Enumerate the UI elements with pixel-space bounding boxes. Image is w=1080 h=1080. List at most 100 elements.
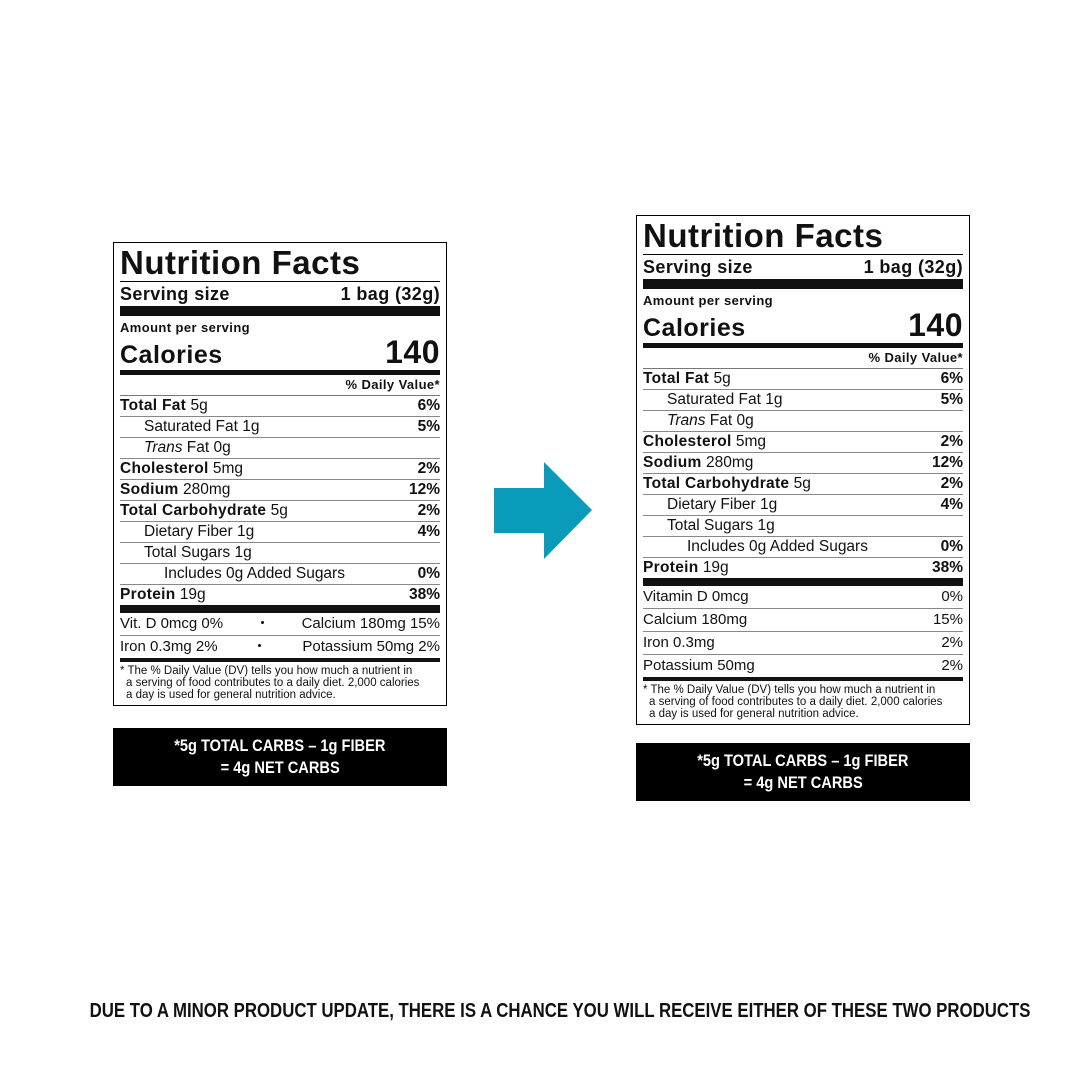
daily-value: 38% (408, 586, 440, 603)
nutrient-name: Fat 0g (186, 439, 231, 456)
micronutrient-dv: 0% (941, 588, 963, 605)
nutrient-name: Saturated Fat 1g (667, 391, 783, 408)
nutrient-row: Trans Fat 0g (120, 437, 440, 458)
nutrient-row: Trans Fat 0g (643, 410, 963, 431)
daily-value: 12% (931, 454, 963, 471)
nutrient-name-group: Cholesterol 5mg (120, 459, 243, 479)
nutrient-name-group: Cholesterol 5mg (643, 432, 766, 452)
nutrient-name: Total Fat (120, 397, 187, 414)
daily-value: 12% (408, 481, 440, 498)
nutrient-name-group: Dietary Fiber 1g (120, 522, 254, 542)
footnote-line: a serving of food contributes to a daily… (649, 696, 943, 708)
nutrient-name: Sodium (120, 481, 179, 498)
nutrient-amount: 5mg (735, 433, 767, 450)
nutrient-name: Saturated Fat 1g (144, 418, 260, 435)
net-carbs-callout: *5g TOTAL CARBS – 1g FIBER = 4g NET CARBS (113, 728, 447, 786)
daily-value: 4% (940, 496, 963, 513)
micronutrient-dv: 15% (932, 611, 963, 628)
nutrient-name-group: Total Sugars 1g (643, 516, 775, 536)
nutrient-row: Total Carbohydrate 5g 2% (120, 500, 440, 521)
nutrient-name: Fat 0g (709, 412, 754, 429)
nutrient-amount: 5g (793, 475, 811, 492)
amount-per-serving: Amount per serving (120, 320, 250, 335)
nutrient-row: Total Sugars 1g (120, 542, 440, 563)
nutrition-label: Nutrition Facts Serving size 1 bag (32g) Am… (636, 215, 970, 725)
footnote-line: * The % Daily Value (DV) tells you how m… (643, 684, 936, 696)
nutrient-name-group: Saturated Fat 1g (643, 390, 782, 410)
nutrient-name-group: Total Sugars 1g (120, 543, 252, 563)
nutrient-name-group: Total Fat 5g (643, 369, 731, 389)
nutrient-row: Sodium 280mg 12% (643, 452, 963, 473)
nutrient-amount: 19g (702, 559, 729, 576)
footnote: * The % Daily Value (DV) tells you how m… (643, 677, 963, 720)
nutrient-name-group: Sodium 280mg (120, 480, 230, 500)
nutrient-name: Total Carbohydrate (643, 475, 790, 492)
footnote: * The % Daily Value (DV) tells you how m… (120, 658, 440, 701)
serving-size: Serving size 1 bag (32g) (120, 282, 440, 316)
micronutrient-dv: 2% (941, 657, 963, 674)
serving-size-value: 1 bag (32g) (340, 284, 440, 304)
daily-value: 0% (417, 565, 440, 582)
callout-line: *5g TOTAL CARBS – 1g FIBER (697, 751, 909, 770)
micronutrient: Calcium 180mg 15% (301, 615, 440, 632)
micronutrient: Potassium 50mg 2% (302, 638, 440, 655)
footnote-line: a day is used for general nutrition advi… (649, 708, 859, 720)
nutrient-row: Includes 0g Added Sugars 0% (120, 563, 440, 584)
micronutrient-row: Vitamin D 0mcg 0% (643, 586, 963, 608)
arrow-shape (494, 462, 592, 559)
nutrient-name-group: Total Carbohydrate 5g (643, 474, 811, 494)
nutrient-name-group: Includes 0g Added Sugars (643, 537, 868, 557)
micronutrient-name: Vitamin D 0mcg (643, 588, 749, 605)
calories-value: 140 (385, 334, 440, 370)
nutrient-amount: 19g (179, 586, 206, 603)
footnote-line: * The % Daily Value (DV) tells you how m… (120, 665, 413, 677)
micronutrients: Vit. D 0mcg 0% Calcium 180mg 15% Iron 0.3m… (120, 613, 440, 658)
nutrient-row: Total Fat 5g 6% (120, 396, 440, 416)
nutrient-row: Dietary Fiber 1g 4% (120, 521, 440, 542)
nutrient-name-group: Total Fat 5g (120, 396, 208, 416)
nutrient-rows: Total Fat 5g 6% Saturated Fat 1g 5% Trans Fa… (120, 396, 440, 613)
nutrient-name: Total Carbohydrate (120, 502, 267, 519)
nutrient-name: Includes 0g Added Sugars (164, 565, 345, 582)
serving-size-label: Serving size (643, 257, 753, 277)
nutrient-row: Total Sugars 1g (643, 515, 963, 536)
nutrient-name-group: Protein 19g (120, 585, 206, 605)
daily-value: 2% (417, 460, 440, 477)
nutrient-name: Cholesterol (120, 460, 209, 477)
calories-label: Calories (643, 314, 746, 342)
footnote-line: a serving of food contributes to a daily… (126, 677, 420, 689)
arrow (494, 462, 592, 559)
micronutrient-name: Calcium 180mg (643, 611, 748, 628)
micronutrient: Iron 0.3mg 2% (120, 638, 218, 655)
callout-line: = 4g NET CARBS (743, 773, 863, 792)
nutrient-name: Dietary Fiber 1g (144, 523, 255, 540)
nutrient-row: Total Carbohydrate 5g 2% (643, 473, 963, 494)
micronutrient-row: Vit. D 0mcg 0% Calcium 180mg 15% (120, 613, 440, 635)
daily-value: 6% (417, 397, 440, 414)
daily-value-header: % Daily Value* (120, 375, 440, 396)
micronutrients: Vitamin D 0mcg 0% Calcium 180mg 15% Iron 0.3… (643, 586, 963, 677)
micronutrient: Vit. D 0mcg 0% (120, 615, 224, 632)
calories-value: 140 (908, 307, 963, 343)
calories: Calories 140 (120, 334, 440, 375)
daily-value: 5% (417, 418, 440, 435)
label-title: Nutrition Facts (120, 245, 440, 282)
serving-size: Serving size 1 bag (32g) (643, 255, 963, 289)
nutrient-row: Includes 0g Added Sugars 0% (643, 536, 963, 557)
nutrient-row: Cholesterol 5mg 2% (643, 431, 963, 452)
bullet (260, 620, 264, 624)
daily-value: 0% (940, 538, 963, 555)
net-carbs-callout: *5g TOTAL CARBS – 1g FIBER = 4g NET CARBS (636, 743, 970, 801)
nutrient-name-group: Protein 19g (643, 558, 729, 578)
nutrition-label: Nutrition Facts Serving size 1 bag (32g) Am… (113, 242, 447, 706)
nutrient-name-group: Sodium 280mg (643, 453, 753, 473)
nutrient-amount: 5mg (212, 460, 244, 477)
nutrient-row: Protein 19g 38% (643, 557, 963, 578)
nutrient-name: Protein (120, 586, 176, 603)
callout-line: *5g TOTAL CARBS – 1g FIBER (174, 736, 386, 755)
nutrient-amount: 280mg (705, 454, 754, 471)
nutrient-name-group: Includes 0g Added Sugars (120, 564, 345, 584)
daily-value: 2% (940, 475, 963, 492)
micronutrient-name: Iron 0.3mg (643, 634, 715, 651)
